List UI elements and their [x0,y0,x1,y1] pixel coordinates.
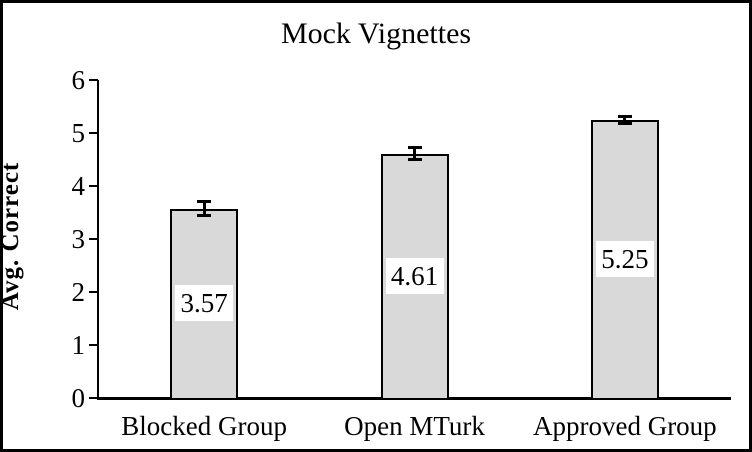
y-axis-tick [89,132,98,134]
bar-value-label: 5.25 [595,240,654,277]
error-bar-cap-bottom [197,214,212,218]
y-axis-tick [89,291,98,293]
chart-title: Mock Vignettes [280,17,472,50]
error-bar-line [623,115,627,124]
x-category-label: Blocked Group [121,411,288,441]
error-bar-cap-top [407,146,422,150]
y-tick-label: 0 [71,383,86,413]
x-category-label: Open MTurk [344,411,485,441]
y-tick-label: 6 [71,65,86,95]
error-bar-cap-top [197,200,212,204]
bar-value-label: 3.57 [175,285,234,322]
error-bar-line [202,201,206,217]
error-bar-cap-bottom [617,121,632,125]
y-tick-label: 2 [71,277,86,307]
y-axis-tick [89,185,98,187]
y-axis-tick [89,238,98,240]
error-bar-line [413,147,416,161]
y-tick-label: 4 [71,171,86,201]
y-axis-tick [89,397,98,399]
y-tick-label: 3 [71,224,86,254]
error-bar-cap-top [617,114,632,118]
y-axis-title-text: Avg. Correct [0,161,24,311]
y-axis-tick [89,344,98,346]
y-axis-tick [89,79,98,81]
y-axis-line [97,80,99,400]
error-bar-cap-bottom [407,158,422,162]
y-tick-label: 1 [71,330,86,360]
y-tick-label: 5 [71,118,86,148]
x-axis-line [97,397,731,400]
bar-value-label: 4.61 [385,257,444,294]
x-category-label: Approved Group [532,411,717,441]
